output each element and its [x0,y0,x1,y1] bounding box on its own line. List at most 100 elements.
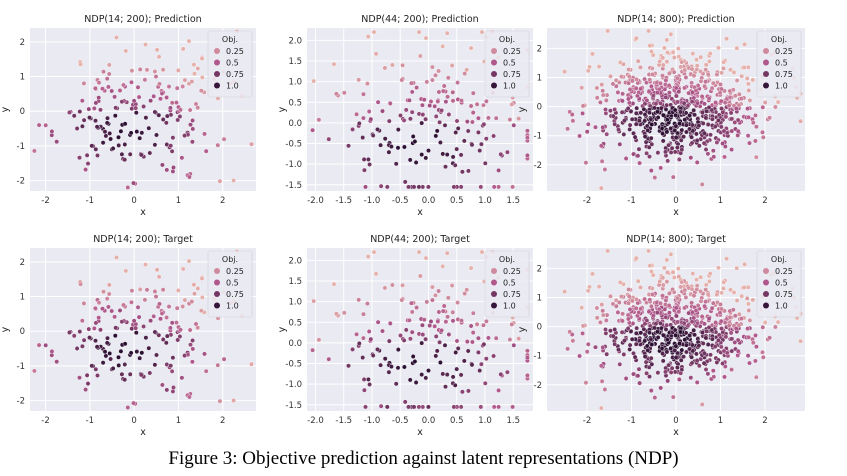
data-point [660,351,665,356]
data-point [133,325,139,331]
data-point [708,352,713,358]
data-point [360,335,366,341]
data-point [104,340,110,346]
data-point [629,336,635,342]
chart-title: NDP(14; 800); Target [626,234,726,245]
data-point [633,341,639,347]
data-point [445,314,450,320]
data-point [442,342,448,348]
data-point [100,360,106,366]
data-point [84,372,90,378]
data-point [721,66,726,71]
data-point [32,368,37,374]
data-point [679,279,685,285]
data-point [474,321,480,327]
data-point [746,88,752,93]
data-point [366,109,372,114]
data-point [633,110,639,116]
data-point [199,75,205,80]
data-point [718,124,724,130]
data-point [199,56,205,61]
legend-box [756,30,802,98]
legend-marker [491,59,497,66]
data-point [620,91,625,97]
data-point [493,335,499,341]
data-point [706,316,712,321]
data-point [711,154,717,160]
data-point [429,77,435,83]
data-point [666,303,672,308]
data-point [525,135,530,141]
data-point [77,375,82,381]
legend-label: 0.5 [775,279,788,288]
data-point [644,150,649,156]
data-point [673,134,679,140]
data-point [485,335,491,341]
data-point [393,161,399,167]
data-point [679,59,685,65]
data-point [79,98,85,104]
data-point [638,86,644,92]
data-point [437,339,442,345]
data-point [109,88,115,94]
y-tick-label: 1 [537,73,542,83]
data-point [567,109,573,115]
data-point [570,338,576,344]
data-point [736,102,742,108]
data-point [439,108,444,113]
data-point [118,128,124,134]
data-point [356,121,362,126]
data-point [663,297,669,303]
data-point [671,55,677,60]
legend-box [207,30,253,98]
data-point [406,97,412,103]
data-point [445,94,450,100]
legend-marker [491,48,497,54]
x-tick-label: -2 [583,196,591,206]
data-point [709,305,715,311]
data-point [705,292,711,297]
data-point [716,337,721,343]
data-point [249,141,254,147]
data-point [684,122,689,128]
data-point [617,60,623,65]
data-point [612,341,618,347]
data-point [698,288,703,294]
data-point [87,335,92,340]
data-point [645,127,651,133]
data-point [188,342,193,348]
data-point [452,162,458,168]
data-point [159,91,165,96]
data-point [565,126,570,132]
data-point [732,120,738,125]
data-point [423,336,428,342]
data-point [676,156,682,162]
data-point [608,293,613,299]
y-axis-label: y [277,106,288,112]
data-point [647,374,652,379]
data-point [767,115,772,121]
data-point [694,283,700,289]
data-point [671,275,677,280]
data-point [450,309,456,315]
x-axis-label: x [417,207,423,218]
data-point [107,350,113,356]
data-point [167,105,173,111]
data-point [703,79,708,85]
data-point [108,136,114,142]
data-point [118,348,124,354]
data-point [739,316,744,321]
data-point [629,116,635,122]
data-point [652,105,658,111]
x-tick-label: -1 [627,416,635,426]
data-point [470,310,476,316]
data-point [691,107,697,113]
data-point [698,298,704,304]
data-point [695,320,700,326]
data-point [658,320,663,326]
data-point [507,337,513,342]
data-point [102,349,108,355]
data-point [660,358,666,364]
data-point [156,54,162,60]
data-point [753,154,759,160]
